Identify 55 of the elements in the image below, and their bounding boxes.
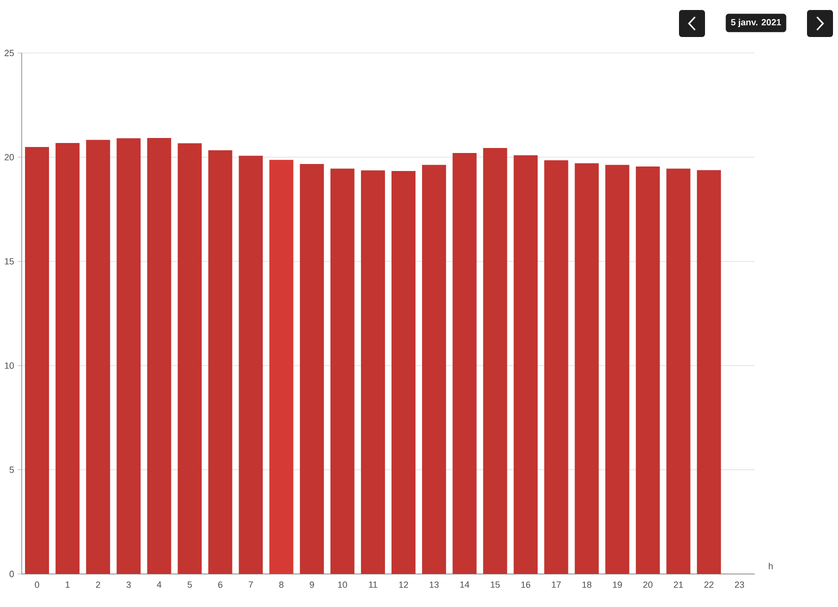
x-tick-label: 9 [310, 582, 314, 588]
bar [696, 170, 721, 574]
bar [208, 150, 232, 574]
x-tick-label: 20 [643, 582, 652, 588]
bar [574, 163, 599, 574]
x-tick-label: 12 [399, 582, 408, 588]
y-tick-label: 10 [4, 362, 14, 369]
y-tick-label: 0 [10, 570, 14, 578]
bar [300, 164, 324, 574]
bar [269, 160, 294, 574]
x-tick-label: 18 [582, 582, 592, 588]
bar [544, 160, 568, 574]
bar [422, 164, 446, 574]
bar [392, 170, 416, 574]
bar [238, 156, 263, 574]
bar [636, 166, 660, 574]
x-tick-label: 14 [460, 582, 470, 588]
bar [147, 138, 172, 574]
bar [25, 146, 50, 574]
bar [56, 143, 80, 574]
text: 5 janv. 2021 [731, 18, 781, 28]
x-tick-label: 22 [704, 582, 714, 588]
bar [605, 164, 630, 574]
x-tick-label: 3 [126, 582, 131, 588]
x-tick-label: 16 [521, 582, 530, 588]
bar [116, 138, 141, 574]
x-tick-label: 21 [674, 582, 683, 588]
y-tick-label: 5 [10, 466, 14, 473]
x-tick-label: 0 [34, 582, 40, 588]
bar [178, 143, 202, 574]
bar [666, 168, 690, 574]
x-tick-label: 10 [338, 582, 348, 588]
x-tick-label: 13 [430, 582, 439, 588]
bar [514, 155, 538, 574]
x-axis-title: h [768, 562, 773, 570]
bar [360, 170, 385, 574]
bar [330, 168, 354, 574]
x-tick-label: 1 [66, 582, 70, 588]
x-tick-label: 19 [613, 582, 622, 588]
x-tick-label: 7 [248, 582, 253, 588]
y-tick-label: 15 [4, 258, 14, 265]
bar [452, 153, 477, 574]
x-tick-label: 17 [552, 582, 561, 588]
bar [86, 140, 110, 574]
x-tick-label: 23 [734, 582, 744, 588]
x-tick-label: 8 [279, 582, 284, 588]
y-tick-label: 20 [4, 154, 14, 160]
x-tick-label: 5 [188, 582, 192, 588]
x-tick-label: 2 [96, 582, 100, 588]
x-tick-label: 11 [369, 582, 378, 588]
y-tick-label: 25 [4, 50, 14, 56]
x-tick-label: 4 [156, 582, 162, 588]
bar [483, 148, 508, 574]
x-tick-label: 15 [490, 582, 500, 588]
x-tick-label: 6 [218, 582, 222, 588]
